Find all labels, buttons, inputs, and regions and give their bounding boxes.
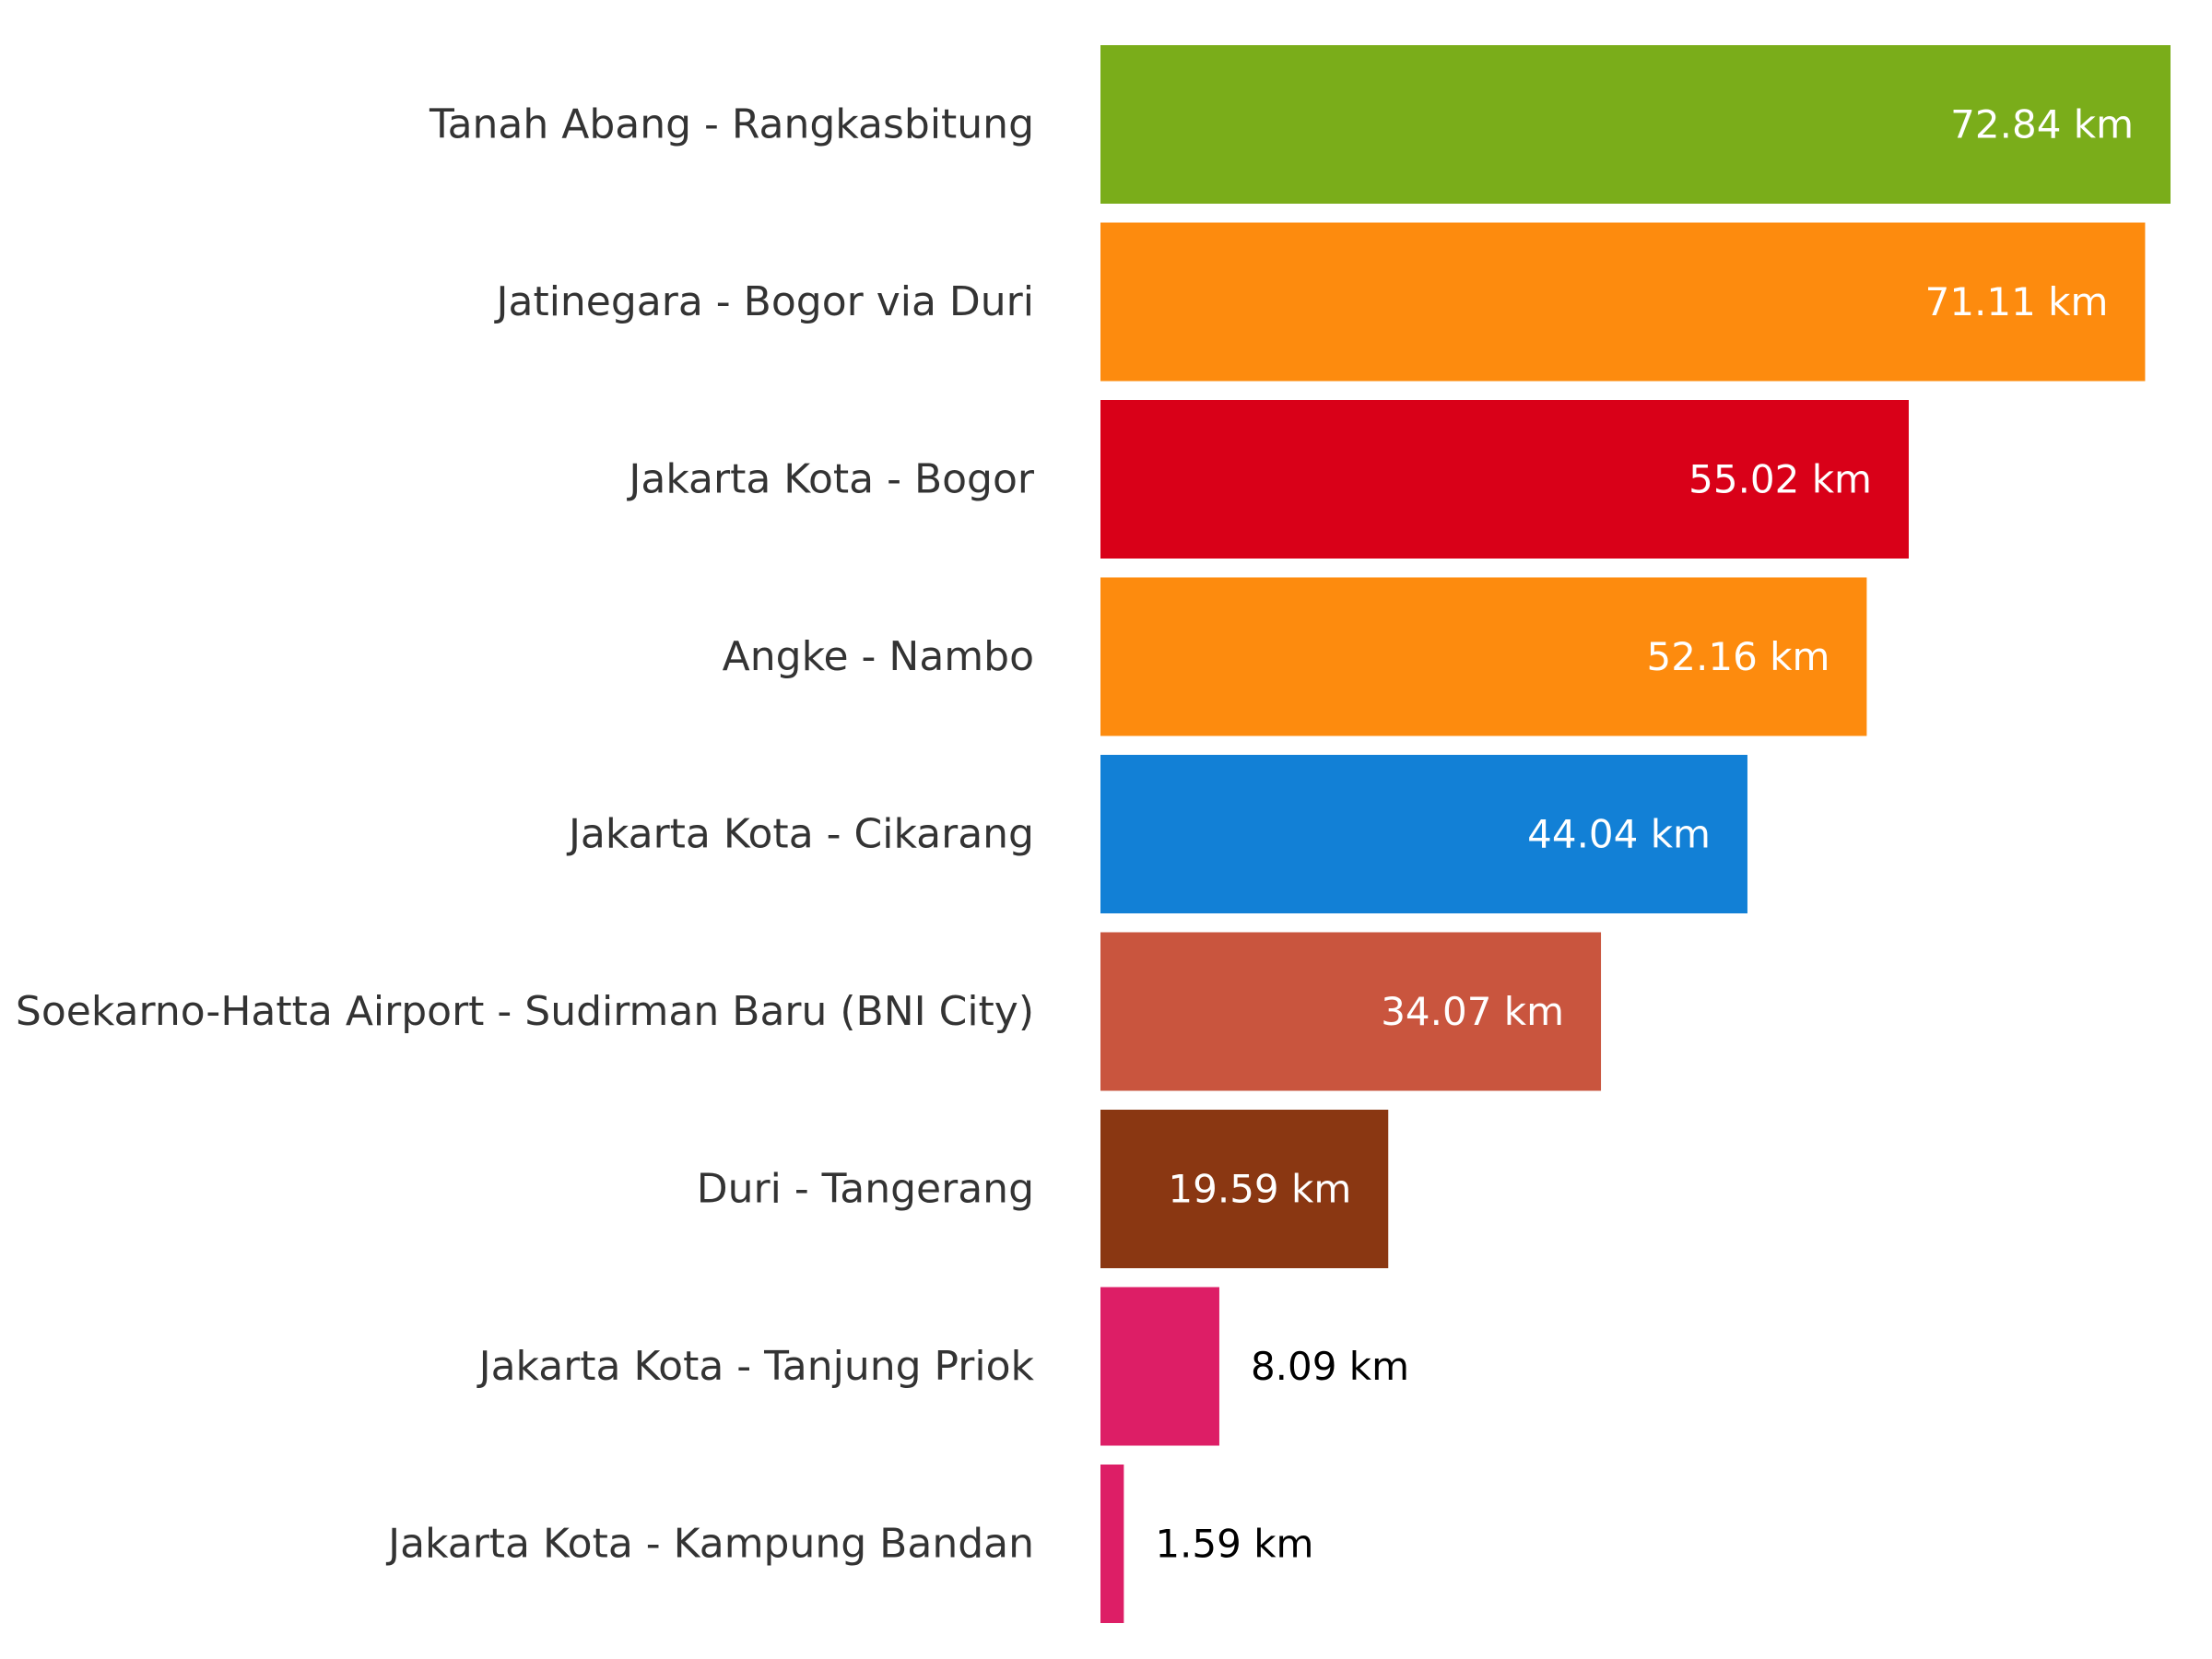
- value-label-6: 34.07 km: [1381, 989, 1564, 1034]
- bar-3: [1100, 400, 1909, 559]
- value-labels: 72.84 km 71.11 km 55.02 km 52.16 km 44.04 km…: [1155, 102, 2134, 1567]
- value-label-5: 44.04 km: [1527, 812, 1711, 857]
- bar-4: [1100, 577, 1867, 736]
- category-label-1: Tanah Abang - Rangkasbitung: [429, 101, 1034, 148]
- value-label-2: 71.11 km: [1925, 279, 2109, 324]
- category-label-3: Jakarta Kota - Bogor: [626, 456, 1035, 503]
- category-label-2: Jatinegara - Bogor via Duri: [494, 278, 1035, 325]
- bar-6: [1100, 932, 1602, 1091]
- category-label-6: Soekarno-Hatta Airport - Sudirman Baru (…: [16, 988, 1034, 1035]
- category-label-4: Angke - Nambo: [723, 633, 1034, 680]
- bar-2: [1100, 222, 2146, 382]
- category-label-5: Jakarta Kota - Cikarang: [566, 811, 1034, 858]
- category-label-8: Jakarta Kota - Tanjung Priok: [477, 1343, 1035, 1390]
- category-labels: Tanah Abang - Rangkasbitung Jatinegara - …: [16, 101, 1035, 1568]
- category-label-7: Duri - Tangerang: [697, 1166, 1034, 1213]
- category-label-9: Jakarta Kota - Kampung Bandan: [385, 1521, 1034, 1568]
- bars-layer: [1100, 45, 2171, 1623]
- value-label-7: 19.59 km: [1168, 1167, 1351, 1212]
- value-label-3: 55.02 km: [1688, 457, 1872, 502]
- value-label-1: 72.84 km: [1950, 102, 2134, 147]
- bar-5: [1100, 755, 1747, 913]
- value-label-8: 8.09 km: [1251, 1344, 1409, 1389]
- bar-9: [1100, 1465, 1124, 1623]
- bar-1: [1100, 45, 2171, 204]
- bar-7: [1100, 1110, 1389, 1268]
- value-label-9: 1.59 km: [1155, 1522, 1313, 1567]
- bar-8: [1100, 1287, 1219, 1446]
- value-label-4: 52.16 km: [1647, 634, 1830, 679]
